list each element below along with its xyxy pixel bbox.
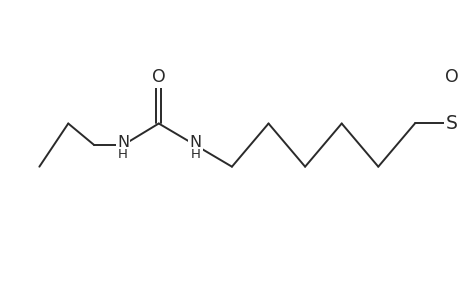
Text: O: O [151,68,165,86]
Text: O: O [444,68,457,86]
Text: N: N [189,135,201,150]
Text: N: N [117,135,129,150]
Text: H: H [190,148,200,161]
Text: H: H [118,148,128,161]
Text: S: S [445,114,456,133]
